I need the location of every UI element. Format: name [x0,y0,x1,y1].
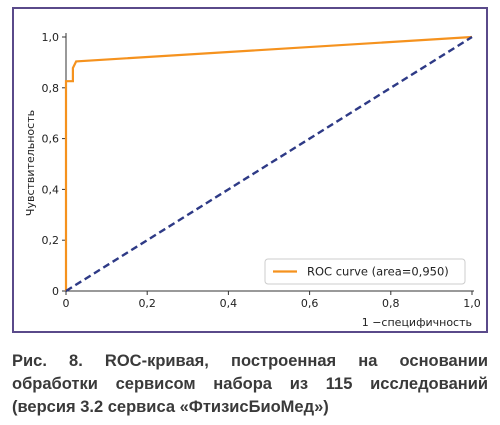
figure-caption: Рис. 8. ROC-кривая, построенная на основ… [12,352,488,416]
x-tick-label: 0,2 [138,297,156,310]
y-axis-label: Чувствительность [24,110,37,216]
y-tick-label: 0,4 [42,183,60,196]
y-tick-label: 0 [52,285,59,298]
y-tick-label: 1,0 [42,31,60,44]
x-tick-label: 0 [63,297,70,310]
x-tick-label: 0,6 [301,297,319,310]
x-tick-label: 0,8 [382,297,400,310]
y-tick-label: 0,8 [42,82,60,95]
x-axis-label: 1 −специфичность [362,316,472,329]
legend-label-roc: ROC curve (area=0,950) [307,265,449,279]
legend-box [264,258,466,285]
y-tick-label: 0,2 [42,234,60,247]
roc-curve-line [64,35,473,291]
series-lines [64,35,473,293]
roc-chart: 0 0,2 0,4 0,6 0,8 1,0 0 0,2 0,4 0,6 0,8 1,0 ROC cur… [24,31,481,329]
x-tick-label: 1,0 [463,297,481,310]
legend: ROC curve (area=0,950) [264,258,466,285]
axis-ticks: 0 0,2 0,4 0,6 0,8 1,0 0 0,2 0,4 0,6 0,8 1,0 [42,31,481,310]
diagonal-reference-line [65,35,473,293]
y-tick-label: 0,6 [42,133,60,146]
x-tick-label: 0,4 [220,297,238,310]
